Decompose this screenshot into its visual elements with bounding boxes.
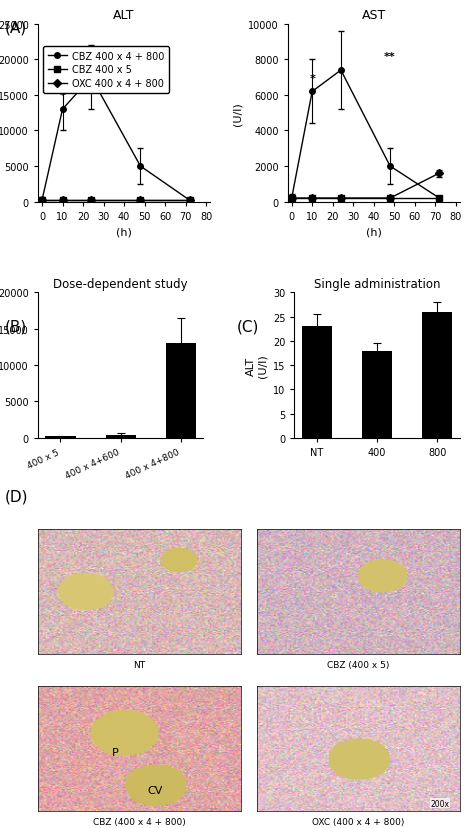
Text: (C): (C) [237, 319, 259, 334]
Title: Single administration: Single administration [314, 277, 440, 291]
X-axis label: (h): (h) [116, 227, 132, 237]
Text: P: P [111, 747, 118, 757]
Bar [166, 344, 196, 438]
Text: 200x: 200x [431, 799, 450, 807]
Text: (D): (D) [5, 489, 28, 503]
X-axis label: (h): (h) [366, 227, 382, 237]
Bar [422, 312, 452, 438]
X-axis label: CBZ (400 x 5): CBZ (400 x 5) [327, 660, 390, 669]
Text: *: * [60, 91, 65, 101]
Y-axis label: ALT
(U/l): ALT (U/l) [246, 354, 267, 378]
Text: *: * [309, 74, 315, 84]
Text: (A): (A) [5, 21, 27, 36]
Text: CV: CV [148, 785, 163, 795]
Bar [302, 327, 332, 438]
Bar [46, 437, 75, 438]
Title: AST: AST [362, 9, 386, 22]
Title: ALT: ALT [113, 9, 135, 22]
Y-axis label: (U/l): (U/l) [232, 102, 242, 126]
Bar [106, 436, 136, 438]
Bar [362, 351, 392, 438]
X-axis label: OXC (400 x 4 + 800): OXC (400 x 4 + 800) [312, 817, 404, 826]
Text: **: ** [135, 60, 146, 70]
Text: **: ** [384, 52, 396, 62]
Text: (B): (B) [5, 319, 27, 334]
X-axis label: NT: NT [133, 660, 146, 669]
Legend: CBZ 400 x 4 + 800, CBZ 400 x 5, OXC 400 x 4 + 800: CBZ 400 x 4 + 800, CBZ 400 x 5, OXC 400 … [43, 46, 169, 94]
Title: Dose-dependent study: Dose-dependent study [54, 277, 188, 291]
X-axis label: CBZ (400 x 4 + 800): CBZ (400 x 4 + 800) [93, 817, 186, 826]
